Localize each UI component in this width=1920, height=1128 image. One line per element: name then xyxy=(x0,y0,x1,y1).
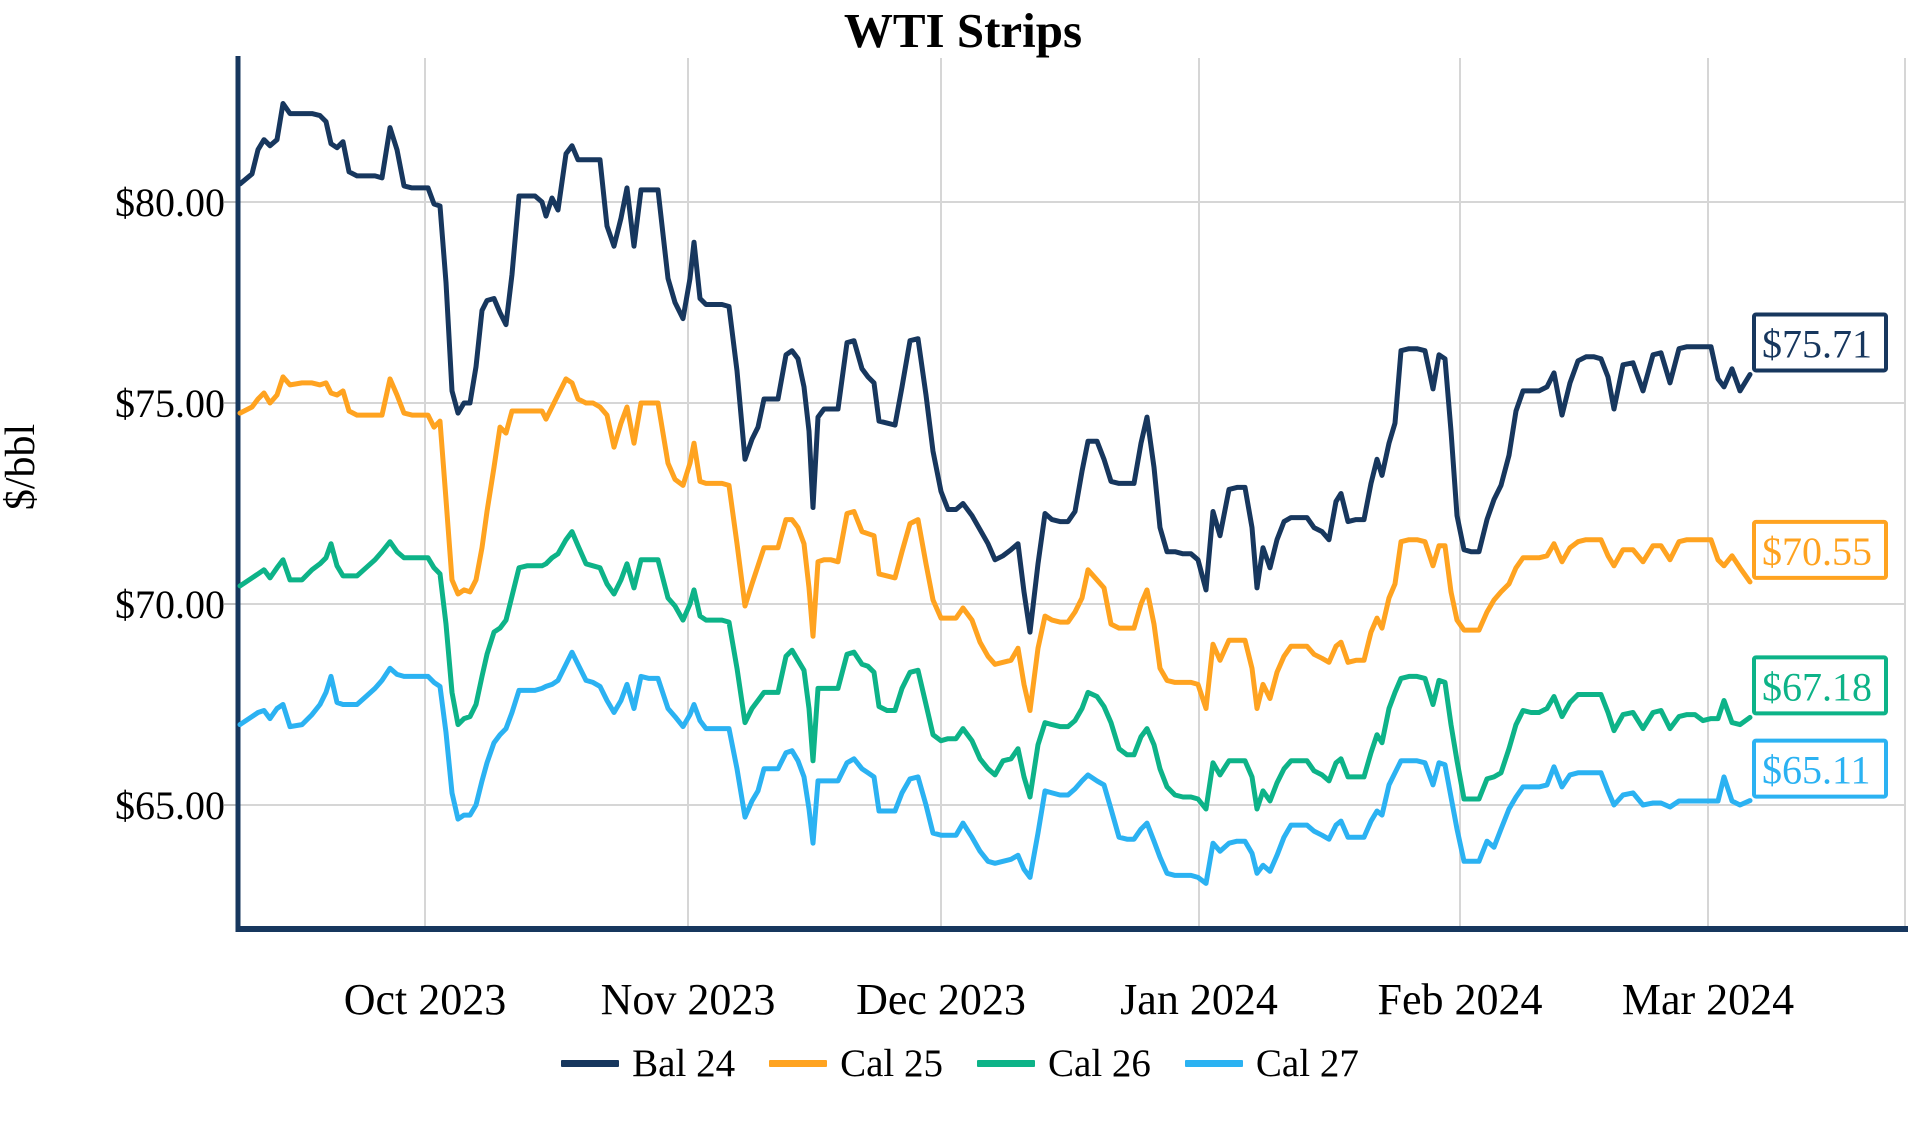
x-tick-label-nov-2023: Nov 2023 xyxy=(601,975,776,1024)
y-axis-label: $/bbl xyxy=(0,424,44,510)
end-label-text-cal-26: $67.18 xyxy=(1762,664,1872,709)
end-label-box-cal-26 xyxy=(1752,655,1888,716)
y-tick-label-65: $65.00 xyxy=(115,783,225,828)
x-tick-label-feb-2024: Feb 2024 xyxy=(1378,975,1543,1024)
legend-swatch-cal-26 xyxy=(977,1059,1035,1067)
legend-item-cal-25: Cal 25 xyxy=(769,1041,943,1086)
legend: Bal 24 Cal 25 Cal 26 Cal 27 xyxy=(0,1037,1920,1089)
end-label-text-cal-27: $65.11 xyxy=(1762,748,1871,793)
end-label-layer: $75.71 $70.55 $67.18 $65.11 xyxy=(1752,312,1888,799)
chart-title: WTI Strips xyxy=(844,3,1082,58)
end-label-bal-24: $75.71 xyxy=(1752,312,1888,373)
end-label-cal-26: $67.18 xyxy=(1752,655,1888,716)
legend-swatch-bal-24 xyxy=(561,1059,620,1067)
end-label-text-cal-25: $70.55 xyxy=(1762,529,1872,574)
end-label-cal-25: $70.55 xyxy=(1752,519,1888,580)
y-tick-label-70: $70.00 xyxy=(115,582,225,627)
axis-layer: $80.00 $75.00 $70.00 $65.00 Oct 2023 Nov 2023… xyxy=(115,56,1908,1024)
legend-item-bal-24: Bal 24 xyxy=(561,1041,735,1086)
y-tick-label-80: $80.00 xyxy=(115,180,225,225)
legend-label-cal-26: Cal 26 xyxy=(1048,1041,1151,1085)
x-tick-label-mar-2024: Mar 2024 xyxy=(1622,975,1794,1024)
series-line-cal-27 xyxy=(237,649,1753,886)
series-line-cal-26 xyxy=(237,529,1753,812)
y-tick-label-75: $75.00 xyxy=(115,381,225,426)
x-tick-label-dec-2023: Dec 2023 xyxy=(856,975,1026,1024)
legend-label-bal-24: Bal 24 xyxy=(632,1041,736,1085)
legend-item-cal-26: Cal 26 xyxy=(977,1041,1151,1086)
legend-label-cal-27: Cal 27 xyxy=(1255,1041,1359,1085)
x-tick-label-oct-2023: Oct 2023 xyxy=(344,975,507,1024)
series-line-bal-24 xyxy=(237,101,1753,635)
x-tick-label-jan-2024: Jan 2024 xyxy=(1120,975,1278,1024)
legend-swatch-cal-27 xyxy=(1184,1059,1243,1067)
grid-layer xyxy=(240,58,1906,926)
end-label-box-cal-25 xyxy=(1752,519,1888,580)
end-label-cal-27: $65.11 xyxy=(1752,738,1888,799)
end-label-box-cal-27 xyxy=(1752,738,1888,799)
legend-swatch-cal-25 xyxy=(769,1059,828,1067)
end-label-text-bal-24: $75.71 xyxy=(1762,321,1872,366)
end-label-box-bal-24 xyxy=(1752,312,1888,373)
series-layer xyxy=(237,101,1753,886)
legend-label-cal-25: Cal 25 xyxy=(840,1041,943,1085)
series-line-cal-25 xyxy=(237,374,1753,713)
legend-item-cal-27: Cal 27 xyxy=(1184,1041,1359,1086)
